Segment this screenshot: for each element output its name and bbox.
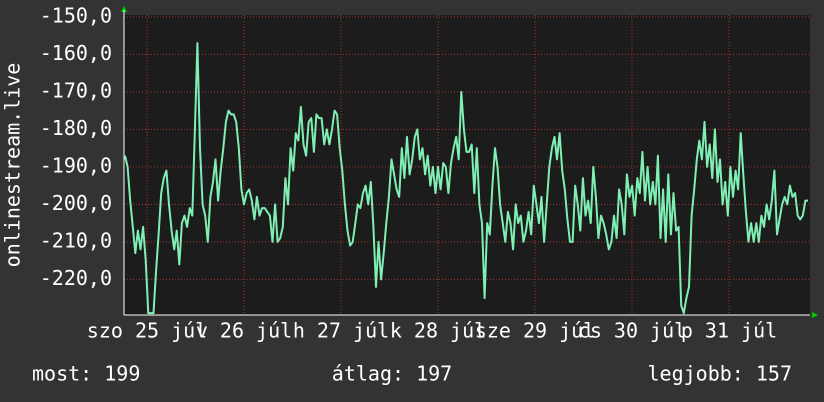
y-axis-label: onlinestream.live xyxy=(1,63,25,268)
y-tick-label: -200,0 xyxy=(40,191,112,215)
y-tick-label: -160,0 xyxy=(40,41,112,65)
axis-arrow xyxy=(812,312,818,318)
data-line xyxy=(124,42,808,315)
y-tick-label: -150,0 xyxy=(40,3,112,27)
x-tick-label: k 28 júl xyxy=(390,319,486,343)
axis-arrow xyxy=(121,6,127,12)
x-tick-label: p 31 júl xyxy=(681,319,777,343)
x-tick-label: cs 30 júl xyxy=(578,319,686,343)
y-tick-label: -210,0 xyxy=(40,228,112,252)
x-tick-label: szo 25 júl xyxy=(87,319,207,343)
x-tick-label: v 26 júl xyxy=(196,319,292,343)
footer-best: legjobb: 157 xyxy=(648,362,793,386)
footer-current: most: 199 xyxy=(32,362,140,386)
x-tick-label: h 27 júl xyxy=(293,319,389,343)
x-tick-label: sze 29 júl xyxy=(475,319,595,343)
y-tick-label: -180,0 xyxy=(40,116,112,140)
y-tick-label: -170,0 xyxy=(40,78,112,102)
footer-average: átlag: 197 xyxy=(332,362,452,386)
y-tick-label: -190,0 xyxy=(40,153,112,177)
y-tick-label: -220,0 xyxy=(40,266,112,290)
